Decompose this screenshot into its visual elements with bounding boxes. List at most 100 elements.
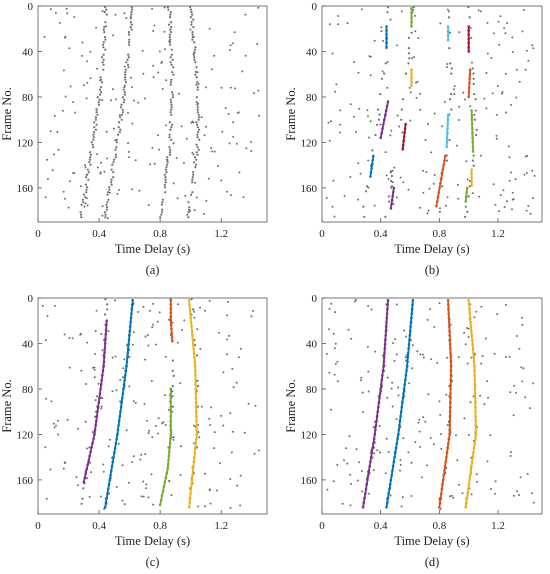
noise-point (457, 197, 460, 200)
track-point (470, 168, 473, 171)
noise-point (101, 61, 104, 64)
noise-point (115, 146, 118, 149)
track-point (187, 505, 191, 509)
noise-point (486, 52, 489, 55)
track-point (471, 347, 475, 350)
track-point (385, 29, 388, 32)
noise-points (325, 6, 536, 218)
noise-point (197, 385, 200, 388)
noise-point (111, 163, 114, 166)
noise-point (160, 211, 163, 214)
track-point (468, 312, 472, 315)
noise-point (243, 431, 246, 434)
noise-point (362, 411, 365, 414)
track-point (474, 424, 478, 427)
track-point (440, 492, 443, 495)
noise-point (195, 354, 199, 357)
track-point (169, 405, 173, 409)
track-point (130, 312, 133, 315)
track-point (470, 180, 473, 183)
noise-point (387, 195, 390, 198)
noise-point (411, 57, 413, 60)
track-point (449, 392, 452, 395)
track-point (116, 428, 120, 432)
track-point (470, 334, 474, 337)
track-point (114, 442, 118, 445)
noise-point (103, 170, 106, 173)
x-tick-label: 0.8 (432, 228, 446, 240)
noise-point (170, 113, 173, 116)
track-point (169, 303, 173, 306)
y-tick-label: 160 (301, 475, 318, 487)
noise-point (339, 109, 342, 112)
noise-point (360, 8, 363, 11)
track-point (449, 374, 453, 377)
noise-point (328, 139, 331, 142)
noise-point (92, 138, 95, 141)
track-point (468, 77, 471, 81)
noise-point (370, 308, 373, 311)
track-point (401, 401, 404, 404)
track-point (98, 392, 102, 395)
track-4 (467, 25, 471, 53)
track-point (403, 127, 407, 130)
y-axis-label: Frame No. (284, 87, 298, 140)
track-point (403, 131, 406, 134)
track-point (193, 356, 196, 359)
track-point (101, 374, 104, 377)
noise-point (513, 494, 515, 497)
noise-point (112, 176, 115, 179)
track-point (188, 303, 191, 307)
noise-point (360, 376, 363, 379)
noise-point (170, 103, 173, 106)
noise-point (448, 47, 451, 50)
noise-point (336, 463, 339, 466)
noise-point (532, 47, 535, 50)
noise-point (204, 309, 206, 312)
x-tick-label: 0.4 (374, 228, 388, 240)
noise-point (127, 111, 129, 114)
noise-point (515, 335, 518, 337)
track-point (402, 392, 405, 395)
noise-point (90, 471, 93, 474)
track-point (448, 334, 452, 337)
noise-point (45, 397, 47, 400)
noise-point (494, 492, 496, 495)
noise-point (164, 178, 167, 181)
track-10 (470, 109, 475, 153)
noise-point (191, 36, 194, 39)
noise-point (64, 95, 67, 98)
noise-point (203, 212, 205, 215)
noise-point (335, 83, 338, 86)
noise-point (380, 26, 383, 29)
noise-point (257, 114, 260, 117)
noise-point (197, 113, 200, 116)
noise-point (151, 326, 154, 329)
track-point (442, 163, 445, 167)
noise-point (390, 180, 393, 183)
noise-point (169, 21, 173, 24)
track-point (468, 316, 472, 320)
noise-point (95, 26, 98, 29)
noise-point (140, 453, 143, 456)
noise-point (467, 336, 470, 339)
noise-point (90, 141, 93, 144)
noise-point (430, 358, 433, 361)
noise-point (129, 16, 132, 19)
track-point (410, 76, 413, 79)
track-point (449, 396, 452, 400)
track-point (470, 172, 473, 175)
noise-point (496, 85, 499, 87)
noise-point (99, 76, 102, 79)
noise-point (63, 333, 66, 336)
noise-point (169, 128, 172, 131)
track-point (192, 351, 196, 355)
track-point (190, 478, 194, 482)
noise-point (85, 173, 88, 176)
noise-point (235, 142, 238, 145)
noise-point (527, 204, 530, 207)
noise-point (198, 138, 201, 141)
noise-point (191, 33, 194, 36)
track-point (468, 82, 471, 85)
